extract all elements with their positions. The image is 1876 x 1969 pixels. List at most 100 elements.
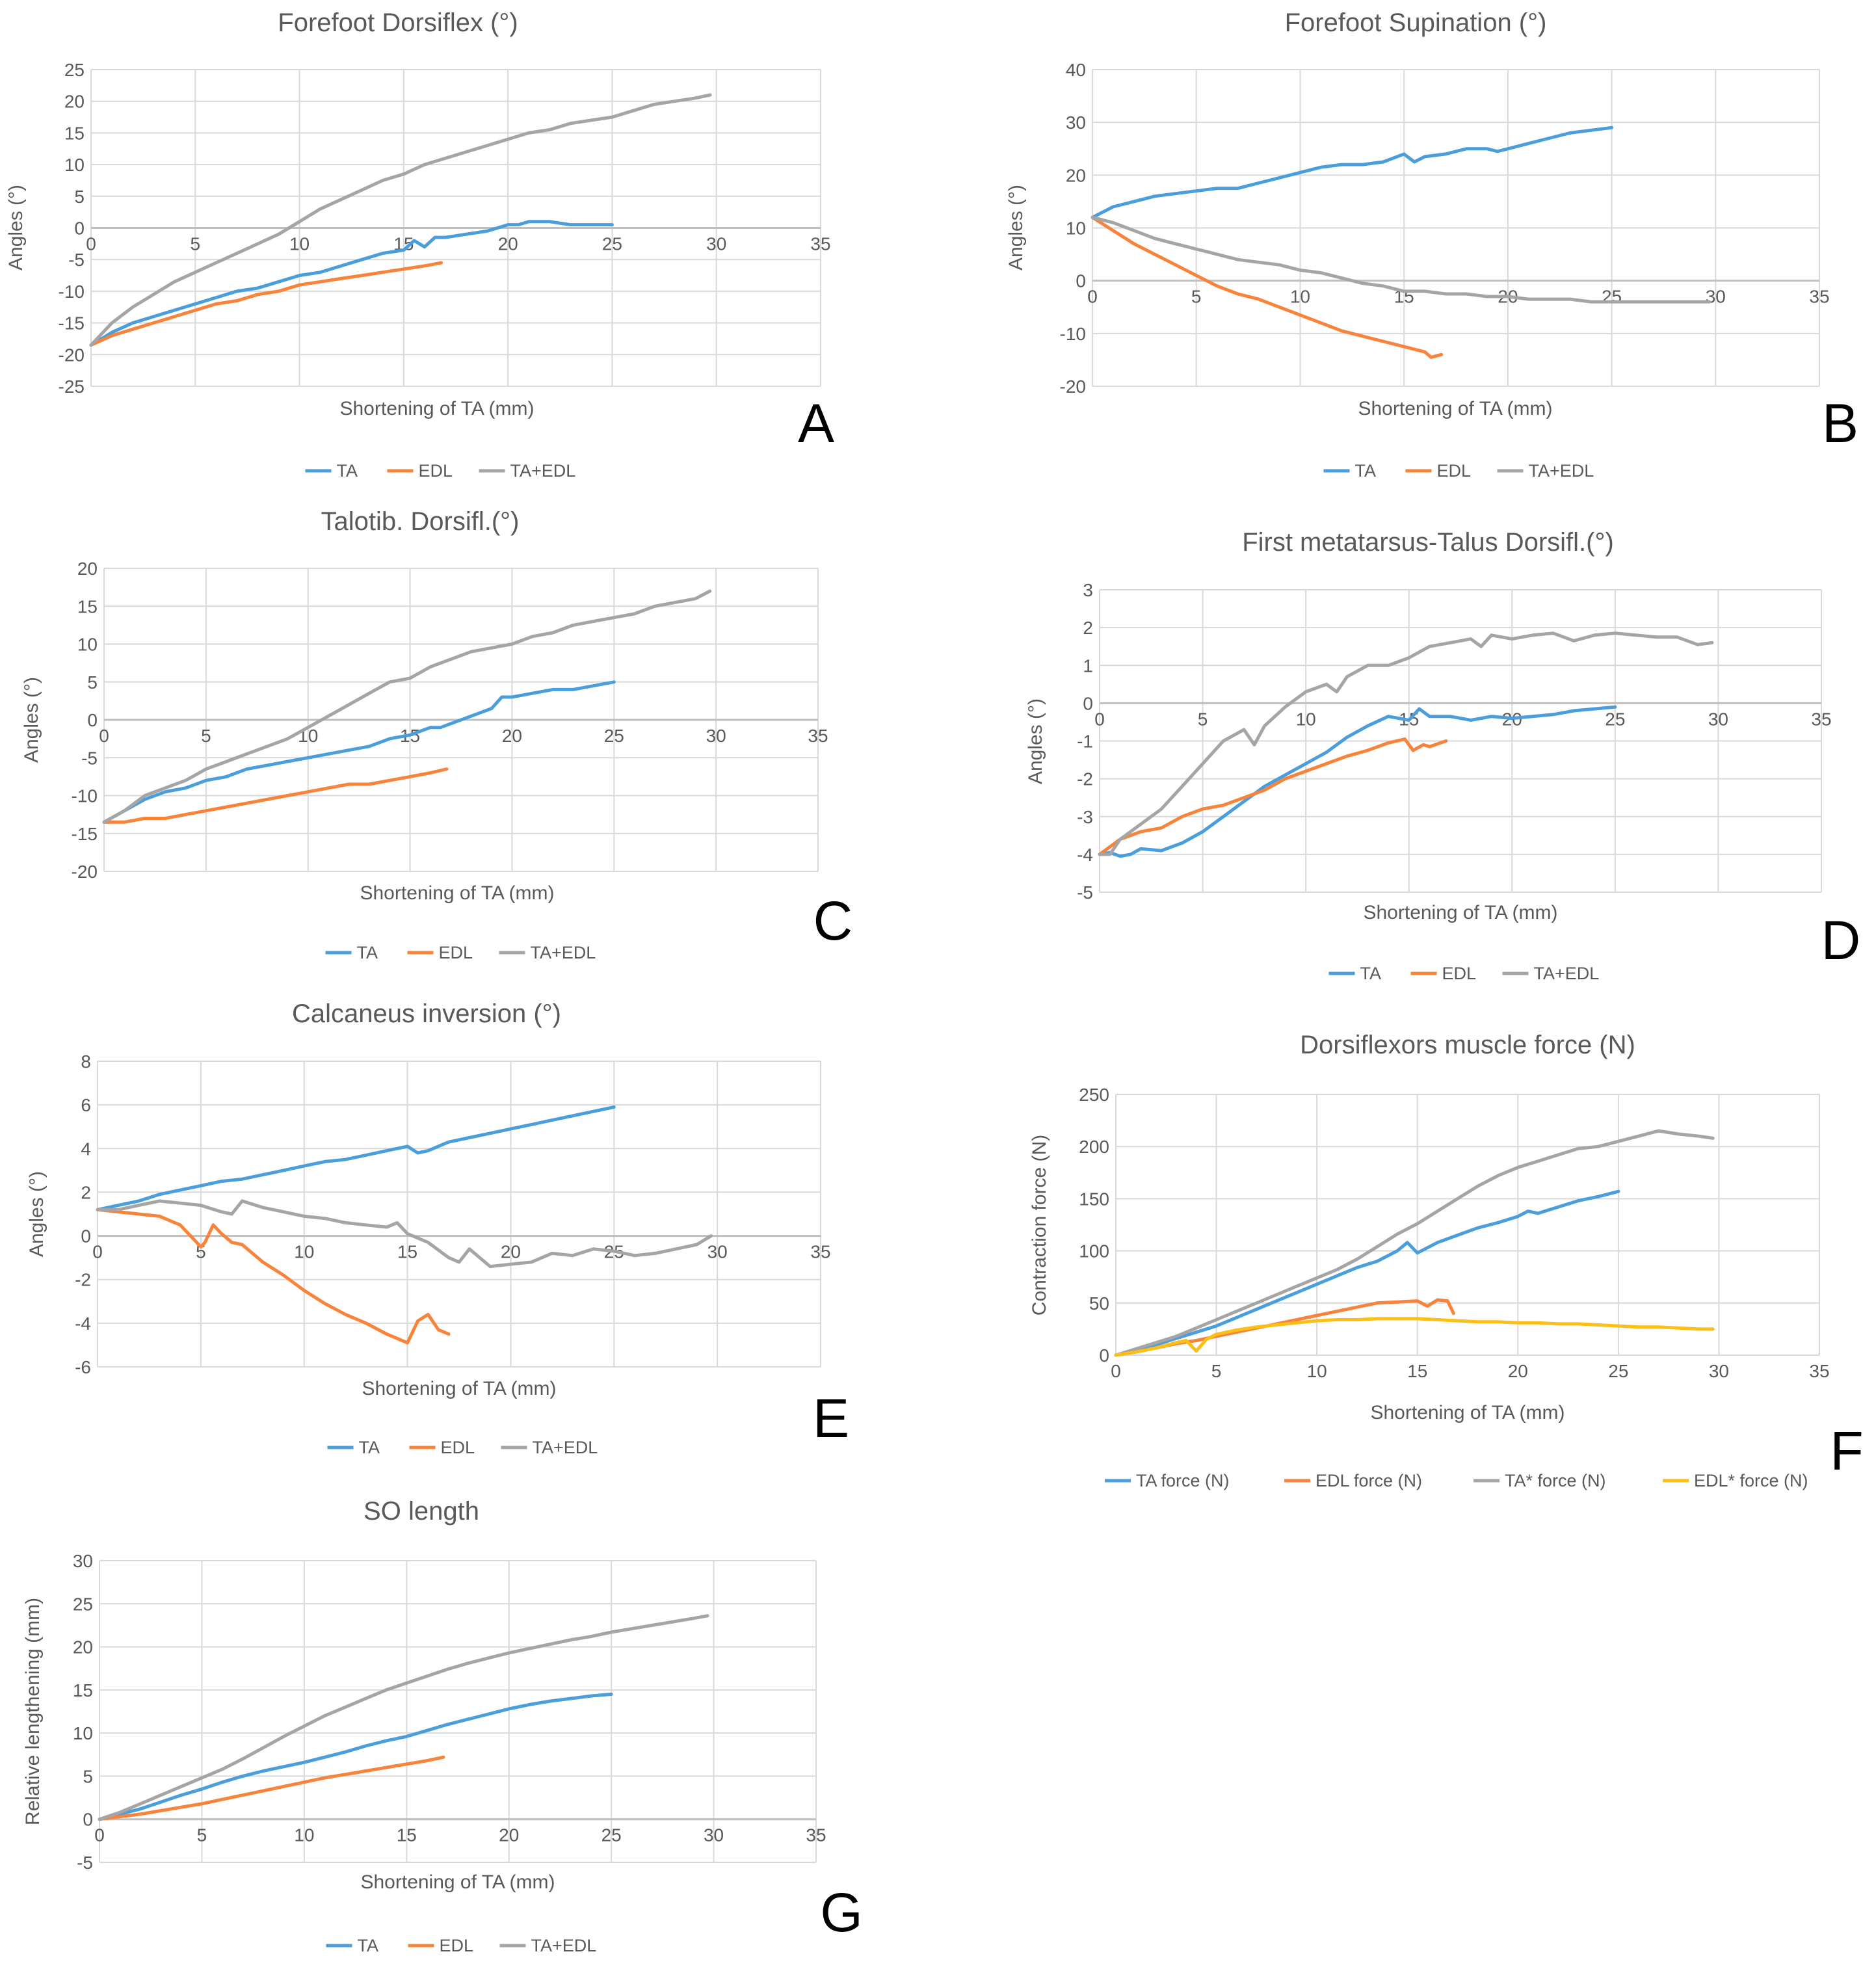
y-tick-label: -5 <box>77 1853 93 1873</box>
x-tick-label: 15 <box>1407 1361 1427 1381</box>
y-tick-label: -20 <box>72 862 98 882</box>
legend-label: TA <box>337 461 358 481</box>
x-tick-label: 0 <box>86 234 96 254</box>
x-tick-label: 15 <box>397 1242 417 1262</box>
x-tick-label: 10 <box>1296 709 1316 729</box>
y-tick-label: -6 <box>75 1357 91 1377</box>
chart-e-ylabel: Angles (°) <box>26 1171 47 1257</box>
x-tick-label: 20 <box>502 726 522 746</box>
y-tick-label: 5 <box>83 1766 93 1786</box>
chart-d: First metatarsus-Talus Dorsifl.(°)3210-1… <box>1025 528 1860 983</box>
series-line-edl-force-n <box>1114 1298 1455 1357</box>
y-tick-label: 8 <box>81 1051 91 1072</box>
chart-b-ylabel: Angles (°) <box>1005 185 1027 271</box>
y-tick-label: 15 <box>64 123 85 143</box>
chart-f-ylabel: Contraction force (N) <box>1029 1135 1050 1315</box>
y-tick-label: -10 <box>59 282 85 302</box>
y-tick-label: 25 <box>73 1594 93 1614</box>
x-tick-label: 0 <box>1111 1361 1121 1381</box>
x-tick-label: 5 <box>190 234 200 254</box>
legend-label: TA+EDL <box>1529 461 1594 481</box>
chart-b-xlabel: Shortening of TA (mm) <box>1358 398 1552 419</box>
x-tick-label: 20 <box>1508 1361 1528 1381</box>
chart-d-xlabel: Shortening of TA (mm) <box>1363 902 1557 923</box>
legend-label: EDL <box>1437 461 1472 481</box>
chart-e-title: Calcaneus inversion (°) <box>292 999 561 1028</box>
series-line-ta-force-n <box>1114 1189 1620 1357</box>
series-line-ta <box>96 1105 616 1211</box>
chart-c: Talotib. Dorsifl.(°)20151050-5-10-15-200… <box>21 507 852 962</box>
chart-g-title: SO length <box>363 1497 479 1526</box>
y-tick-label: -4 <box>1077 845 1093 865</box>
x-tick-label: 5 <box>197 1825 207 1845</box>
x-tick-label: 35 <box>810 1242 830 1262</box>
x-tick-label: 5 <box>196 1242 206 1262</box>
series-line-ta <box>89 220 614 347</box>
y-tick-label: -15 <box>59 313 85 334</box>
legend-label: TA+EDL <box>531 1936 597 1955</box>
series-line-edl <box>1098 737 1448 856</box>
legend-label: TA <box>1355 461 1377 481</box>
chart-a-title: Forefoot Dorsiflex (°) <box>278 8 518 37</box>
chart-c-ylabel: Angles (°) <box>21 677 42 763</box>
chart-a-ylabel: Angles (°) <box>5 185 27 271</box>
legend-label: EDL <box>440 1936 474 1955</box>
x-tick-label: 10 <box>294 1242 314 1262</box>
y-tick-label: 20 <box>77 559 98 579</box>
series-line-edl <box>102 767 449 824</box>
x-tick-label: 0 <box>92 1242 103 1262</box>
y-tick-label: 5 <box>87 672 98 693</box>
y-tick-label: 250 <box>1079 1085 1109 1105</box>
series-line-ta-edl <box>1090 215 1711 304</box>
y-tick-label: 10 <box>1066 218 1086 239</box>
series-line-ta <box>102 680 616 824</box>
y-tick-label: 10 <box>73 1723 93 1743</box>
y-tick-label: 10 <box>77 635 98 655</box>
y-tick-label: -10 <box>1060 324 1086 344</box>
x-tick-label: 20 <box>499 1825 519 1845</box>
y-tick-label: 0 <box>81 1226 91 1247</box>
y-tick-label: 2 <box>81 1182 91 1202</box>
series-line-ta-force-n <box>1114 1129 1715 1357</box>
y-tick-label: 3 <box>1083 580 1093 600</box>
y-tick-label: 15 <box>73 1680 93 1700</box>
x-tick-label: 30 <box>707 1242 728 1262</box>
x-tick-label: 0 <box>1087 287 1098 307</box>
panel-label-a: A <box>798 393 834 454</box>
x-tick-label: 25 <box>1602 287 1622 307</box>
panel-label-b: B <box>1822 393 1858 454</box>
chart-f: Dorsiflexors muscle force (N)25020015010… <box>1029 1031 1864 1490</box>
legend-label: TA+EDL <box>510 461 576 481</box>
legend-label: TA+EDL <box>531 943 596 962</box>
chart-a-xlabel: Shortening of TA (mm) <box>339 398 534 419</box>
legend-label: TA+EDL <box>533 1438 598 1457</box>
x-tick-label: 0 <box>99 726 109 746</box>
chart-f-xlabel: Shortening of TA (mm) <box>1370 1402 1565 1423</box>
y-tick-label: 200 <box>1079 1137 1109 1157</box>
y-tick-label: 20 <box>64 92 85 112</box>
series-line-ta-edl <box>89 93 712 347</box>
y-tick-label: 20 <box>1066 165 1086 185</box>
series-line-edl <box>98 1755 445 1821</box>
x-tick-label: 5 <box>1211 1361 1222 1381</box>
x-tick-label: 10 <box>1290 287 1310 307</box>
y-tick-label: -5 <box>68 250 85 270</box>
x-tick-label: 25 <box>604 726 624 746</box>
x-tick-label: 25 <box>1608 1361 1628 1381</box>
x-tick-label: 35 <box>1809 1361 1829 1381</box>
x-tick-label: 35 <box>810 234 830 254</box>
x-tick-label: 5 <box>1198 709 1208 729</box>
series-line-edl <box>1090 215 1444 359</box>
legend-label: TA <box>357 943 378 962</box>
y-tick-label: 20 <box>73 1637 93 1658</box>
legend-label: EDL* force (N) <box>1694 1471 1808 1490</box>
legend-label: TA <box>359 1438 380 1457</box>
x-tick-label: 10 <box>1307 1361 1327 1381</box>
chart-a: Forefoot Dorsiflex (°)2520151050-5-10-15… <box>5 8 834 481</box>
y-tick-label: 1 <box>1083 655 1093 676</box>
chart-g-ylabel: Relative lengthening (mm) <box>22 1598 44 1825</box>
x-tick-label: 20 <box>498 234 518 254</box>
y-tick-label: 4 <box>81 1139 91 1159</box>
